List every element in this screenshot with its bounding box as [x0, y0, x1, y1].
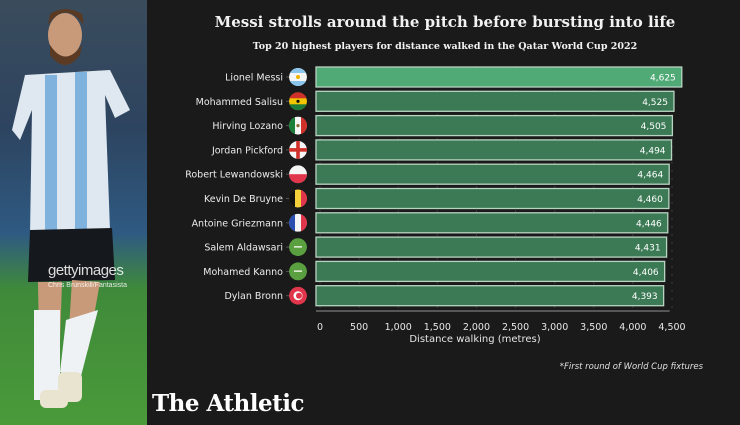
bar [315, 114, 674, 137]
bar [315, 139, 673, 161]
category-label: Lionel Messi [225, 73, 283, 84]
flag-part [294, 270, 302, 272]
category-label: Antoine Griezmann [192, 218, 283, 229]
flag-part [301, 116, 307, 135]
chart-subtitle: Top 20 highest players for distance walk… [252, 41, 638, 52]
bar [315, 163, 670, 185]
value-label: 4,494 [640, 146, 666, 156]
category-label: Kevin De Bruyne [204, 194, 283, 205]
value-label: 4,431 [635, 244, 661, 254]
flag-part [289, 104, 307, 111]
flag-part [296, 292, 302, 299]
category-label: Salem Aldawsari [204, 243, 283, 254]
flag-part [301, 189, 307, 208]
brand-logo: The Athletic [152, 390, 305, 417]
x-tick-label: 4,000 [619, 322, 646, 333]
category-label: Hirving Lozano [212, 121, 283, 132]
category-label: Dylan Bronn [224, 291, 283, 302]
flag-part [289, 213, 295, 232]
flag-part [296, 99, 300, 103]
x-tick-label: 1,000 [385, 322, 412, 333]
value-label: 4,625 [650, 74, 676, 84]
value-label: 4,464 [637, 171, 663, 181]
value-label: 4,446 [636, 219, 662, 229]
flag-part [289, 68, 307, 73]
x-tick-label: 2,000 [463, 322, 490, 333]
category-label: Jordan Pickford [211, 145, 283, 156]
flag-part [289, 92, 307, 99]
flag-part [289, 189, 295, 208]
bar [315, 66, 683, 88]
x-tick-label: 0 [317, 322, 323, 333]
flag-part [296, 124, 300, 128]
value-label: 4,406 [633, 268, 659, 278]
x-tick-label: 4,500 [658, 322, 685, 333]
flag-part [296, 75, 300, 79]
bar [315, 236, 668, 258]
flag-part [289, 148, 307, 152]
category-label: Robert Lewandowski [185, 170, 283, 181]
value-label: 4,393 [632, 292, 658, 302]
bar [315, 260, 666, 283]
x-tick-label: 3,500 [580, 322, 607, 333]
flag-part [294, 246, 302, 248]
x-tick-label: 1,500 [424, 322, 451, 333]
value-label: 4,505 [641, 122, 667, 132]
bar [315, 285, 665, 307]
photo-credit: Chris Brunskill/Fantasista [48, 282, 127, 289]
x-tick-label: 3,000 [541, 322, 568, 333]
flag-part [289, 116, 295, 135]
category-label: Mohammed Salisu [196, 97, 283, 108]
value-label: 4,525 [642, 98, 668, 108]
player-figure [12, 9, 130, 408]
bar [315, 187, 670, 210]
flag-part [301, 213, 307, 232]
bar [315, 90, 675, 112]
bar [315, 212, 669, 234]
chart-title: Messi strolls around the pitch before bu… [214, 13, 676, 31]
x-tick-label: 500 [350, 322, 368, 333]
x-axis-label: Distance walking (metres) [409, 334, 541, 345]
value-label: 4,460 [637, 195, 663, 205]
x-tick-label: 2,500 [502, 322, 529, 333]
footnote: *First round of World Cup fixtures [559, 362, 703, 372]
watermark: gettyimages [48, 262, 124, 279]
flag-part [289, 174, 307, 184]
player-photo: gettyimages Chris Brunskill/Fantasista [0, 0, 147, 425]
flag-part [289, 81, 307, 86]
category-label: Mohamed Kanno [203, 267, 283, 278]
